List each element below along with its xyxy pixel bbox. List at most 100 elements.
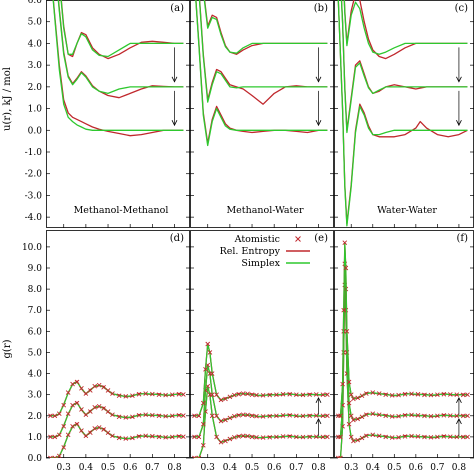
series-line-simplex: [337, 0, 468, 227]
atomistic-marker: [181, 392, 186, 397]
series-line-simplex: [52, 0, 184, 131]
x-tick-label: 0.4: [223, 463, 238, 473]
atomistic-marker: [396, 413, 401, 419]
atomistic-marker: [389, 435, 395, 440]
series-line-rel-entropy: [57, 0, 184, 99]
atomistic-marker: [163, 434, 168, 440]
legend-label: Simplex: [241, 258, 280, 269]
atomistic-marker: [70, 381, 75, 387]
atomistic-marker: [325, 434, 330, 440]
shift-arrow-head: [456, 76, 462, 83]
atomistic-marker: [338, 413, 343, 419]
atomistic-marker: [348, 434, 354, 440]
atomistic-marker: [294, 434, 299, 440]
panel-letter: (b): [314, 3, 328, 14]
atomistic-marker: [143, 412, 149, 418]
series-line-rel-entropy: [337, 264, 468, 439]
panel-letter: (f): [456, 233, 468, 244]
atomistic-marker: [415, 434, 421, 439]
top-panel-1-series: [195, 0, 328, 147]
atomistic-marker: [359, 414, 365, 420]
atomistic-marker: [428, 434, 434, 440]
atomistic-marker: [363, 412, 369, 418]
atomistic-marker: [83, 433, 89, 439]
atomistic-marker: [101, 427, 106, 432]
atomistic-marker: [83, 412, 89, 418]
atomistic-marker: [355, 416, 361, 422]
atomistic-marker: [200, 421, 206, 427]
atomistic-marker: [249, 434, 255, 440]
atomistic-marker: [300, 434, 306, 440]
top-panel-frame-2: [334, 0, 474, 228]
atomistic-marker: [351, 396, 356, 402]
x-tick-label: 0.6: [123, 463, 138, 473]
top-y-tick-label: 4.0: [28, 39, 43, 49]
atomistic-marker: [87, 388, 93, 393]
atomistic-marker: [181, 413, 186, 418]
atomistic-marker: [143, 391, 149, 396]
atomistic-marker: [465, 413, 470, 419]
atomistic-marker: [447, 434, 453, 439]
atomistic-marker: [348, 413, 354, 419]
shift-arrow-head: [315, 120, 322, 127]
series-line-simplex: [203, 0, 328, 54]
x-tick-label: 0.8: [311, 463, 326, 473]
atomistic-marker: [351, 417, 356, 423]
atomistic-marker: [70, 424, 75, 429]
panel-caption: Water-Water: [377, 205, 437, 216]
atomistic-marker: [454, 413, 460, 419]
atomistic-marker: [465, 392, 470, 397]
atomistic-marker: [441, 413, 447, 418]
x-tick-label: 0.4: [366, 463, 381, 473]
atomistic-marker: [348, 392, 354, 397]
atomistic-marker: [320, 392, 326, 397]
bottom-panel-frame-1: [190, 230, 334, 458]
x-tick-label: 0.5: [101, 463, 116, 473]
atomistic-marker: [370, 411, 376, 416]
atomistic-marker: [130, 393, 135, 399]
atomistic-marker: [389, 392, 395, 398]
atomistic-marker: [409, 391, 414, 397]
atomistic-marker: [313, 413, 319, 418]
bottom-y-axis-label: g(r): [2, 339, 13, 358]
bottom-y-tick-label: 9.0: [28, 264, 43, 274]
x-tick-label: 0.7: [289, 463, 304, 473]
top-y-tick-label: -4.0: [25, 213, 43, 223]
bottom-panel-2-series: [335, 240, 470, 458]
atomistic-marker: [300, 413, 306, 419]
panel-letter: (e): [314, 233, 328, 244]
atomistic-marker: [56, 411, 62, 416]
atomistic-marker: [56, 453, 62, 458]
bottom-y-tick-label: 6.0: [28, 327, 43, 337]
atomistic-marker: [196, 413, 202, 419]
atomistic-marker: [136, 434, 142, 439]
atomistic-marker: [267, 413, 273, 419]
series-line-simplex: [343, 0, 468, 55]
atomistic-marker: [169, 413, 175, 419]
atomistic-marker: [214, 392, 219, 397]
atomistic-marker: [313, 434, 319, 439]
atomistic-marker: [307, 413, 312, 419]
atomistic-marker: [223, 396, 228, 402]
atomistic-marker: [163, 413, 168, 419]
atomistic-marker: [52, 455, 58, 458]
atomistic-marker: [460, 434, 466, 440]
legend-label: Rel. Entropy: [220, 246, 281, 257]
atomistic-marker: [383, 413, 389, 419]
bottom-y-tick-label: 0.0: [28, 454, 43, 464]
atomistic-marker: [300, 392, 306, 398]
series-line-simplex: [57, 0, 184, 95]
atomistic-marker: [402, 391, 408, 397]
atomistic-marker: [123, 394, 129, 399]
atomistic-marker: [79, 386, 84, 391]
atomistic-marker: [341, 307, 347, 313]
atomistic-marker: [96, 425, 102, 430]
x-tick-label: 0.5: [387, 463, 402, 473]
atomistic-marker: [65, 432, 71, 438]
series-line-rel-entropy: [203, 0, 328, 55]
x-tick-label: 0.3: [201, 463, 216, 473]
top-panel-frame-0: [46, 0, 190, 228]
x-tick-label: 0.3: [57, 463, 72, 473]
atomistic-marker: [74, 379, 80, 385]
atomistic-marker: [218, 397, 224, 403]
